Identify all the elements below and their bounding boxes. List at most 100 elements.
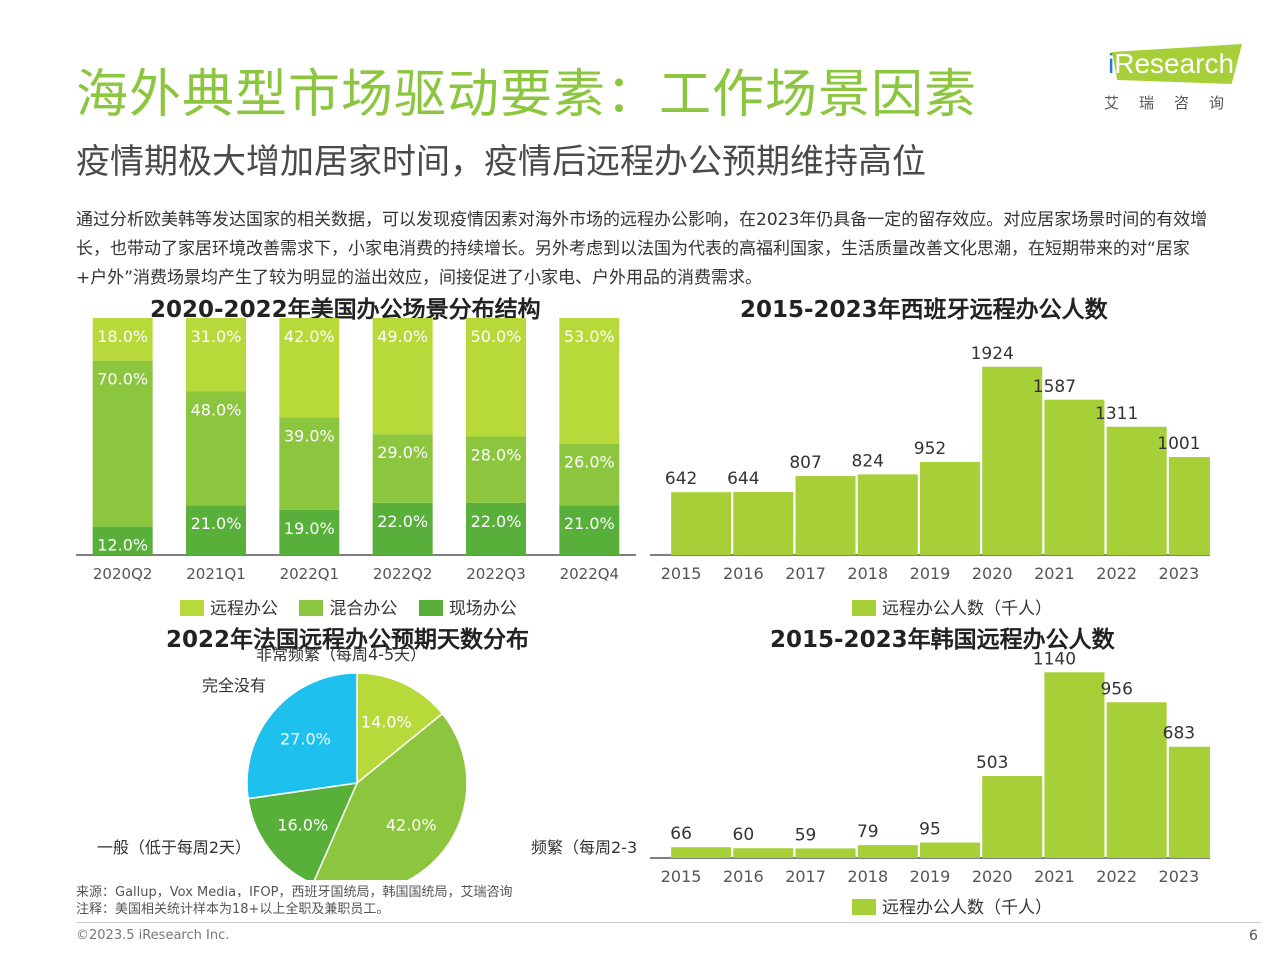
pie-slice [247, 782, 359, 880]
spain-bar-label: 1001 [1157, 434, 1200, 454]
spain-bar-label: 824 [852, 451, 884, 471]
pie-slice [313, 712, 468, 880]
source-text: 来源：Gallup，Vox Media，IFOP，西班牙国统局，韩国国统局，艾瑞… [76, 885, 513, 900]
page-title: 海外典型市场驱动要素：工作场景因素 [76, 65, 978, 125]
spain-x-tick: 2019 [910, 564, 951, 583]
spain-x-tick: 2021 [1034, 564, 1075, 583]
pie-slice [246, 672, 358, 800]
korea-x-tick: 2021 [1034, 867, 1075, 886]
legend-item-remote: 远程办公 [180, 599, 278, 619]
korea-bar [920, 842, 980, 858]
us-bar-label: 22.0% [471, 512, 522, 531]
korea-bar [1106, 702, 1167, 858]
spain-bar-label: 807 [789, 453, 821, 473]
us-bar-segment [92, 526, 153, 555]
intro-paragraph: 通过分析欧美韩等发达国家的相关数据，可以发现疫情因素对海外市场的远程办公影响，在… [76, 210, 1208, 288]
us-bar-label: 50.0% [471, 327, 522, 346]
us-bar-segment [559, 318, 620, 444]
spain-x-tick: 2017 [785, 564, 826, 583]
footer-divider [76, 922, 1261, 923]
legend-item-onsite: 现场办公 [418, 599, 517, 619]
us-bar-segment [466, 502, 526, 555]
pie-category-label: 完全没有 [202, 676, 266, 695]
us-bar-segment [559, 505, 620, 555]
spain-bar [857, 474, 918, 555]
korea-bar [671, 847, 732, 858]
us-bar-segment [92, 318, 153, 361]
us-chart-legend: 远程办公 混合办公 现场办公 [180, 594, 517, 619]
korea-bar-label: 59 [795, 825, 817, 845]
us-x-tick: 2020Q2 [93, 565, 153, 583]
korea-bar-label: 66 [670, 824, 692, 844]
spain-x-tick: 2023 [1159, 564, 1200, 583]
us-bar-segment [186, 318, 246, 392]
korea-x-tick: 2022 [1096, 867, 1137, 886]
korea-bar-label: 1140 [1033, 649, 1076, 669]
us-bar-label: 26.0% [564, 453, 615, 472]
korea-bar [1044, 672, 1105, 858]
logo-i: i [1108, 48, 1115, 79]
spain-bar [1168, 457, 1210, 555]
pie-slice-label: 14.0% [361, 712, 412, 731]
spain-chart-title: 2015-2023年西班牙远程办公人数 [740, 297, 1108, 323]
pie-category-label: 频繁（每周2-3天） [531, 838, 636, 857]
page-subtitle: 疫情期极大增加居家时间，疫情后远程办公预期维持高位 [76, 142, 926, 182]
korea-bar-label: 503 [976, 753, 1008, 773]
spain-x-tick: 2018 [847, 564, 888, 583]
france-pie-chart: 14.0% 非常频繁（每周4-5天） 42.0% 频繁（每周2-3天） 16.0% 一般（… [97, 645, 636, 880]
us-bar-label: 12.0% [97, 536, 148, 555]
pie-slice [356, 672, 444, 785]
logo-subtitle: 艾瑞咨询 [1104, 94, 1245, 112]
france-chart-title: 2022年法国远程办公预期天数分布 [166, 627, 530, 653]
iresearch-logo: iResearch 艾瑞咨询 [1098, 44, 1248, 114]
source-note: 来源：Gallup，Vox Media，IFOP，西班牙国统局，韩国国统局，艾瑞… [76, 884, 512, 918]
korea-x-tick: 2020 [972, 867, 1013, 886]
spain-remote-chart: 642 2015 644 2016 807 2017 824 2018 952 2019 1924 2… [650, 344, 1210, 583]
korea-x-tick: 2017 [785, 867, 826, 886]
legend-item-hybrid: 混合办公 [299, 599, 397, 619]
korea-x-tick: 2015 [661, 867, 702, 886]
us-x-tick: 2022Q1 [280, 565, 340, 583]
us-bar-segment [92, 360, 153, 527]
spain-x-tick: 2020 [972, 564, 1013, 583]
us-bar-label: 53.0% [564, 327, 615, 346]
pie-slice-label: 27.0% [280, 729, 331, 748]
pie-category-label: 非常频繁（每周4-5天） [256, 645, 426, 664]
spain-bar-label: 952 [914, 439, 946, 459]
spain-x-tick: 2016 [723, 564, 764, 583]
spain-bar-label: 644 [727, 469, 759, 489]
us-bar-label: 21.0% [564, 514, 615, 533]
us-bar-label: 28.0% [471, 446, 522, 465]
korea-chart-title: 2015-2023年韩国远程办公人数 [770, 627, 1115, 653]
us-x-tick: 2021Q1 [186, 565, 246, 583]
us-bar-label: 22.0% [377, 512, 428, 531]
us-bar-segment [372, 434, 433, 503]
korea-bar-label: 95 [919, 820, 941, 840]
spain-bar [982, 366, 1043, 555]
pie-slice-label: 42.0% [386, 815, 437, 834]
korea-x-tick: 2018 [847, 867, 888, 886]
korea-x-tick: 2019 [910, 867, 951, 886]
spain-bar-label: 1924 [971, 344, 1014, 364]
us-bar-label: 19.0% [284, 519, 335, 538]
note-text: 注释：美国相关统计样本为18+以上全职及兼职员工。 [76, 902, 390, 917]
korea-bar [795, 848, 856, 858]
pie-category-label: 一般（低于每周2天） [97, 838, 251, 857]
korea-bar-label: 60 [733, 825, 755, 845]
korea-chart-legend: 远程办公人数（千人） [852, 893, 1052, 918]
us-bar-segment [466, 318, 526, 437]
us-bar-segment [279, 417, 340, 510]
us-bar-label: 29.0% [377, 443, 428, 462]
spain-bar [920, 461, 980, 555]
us-bar-label: 18.0% [97, 327, 148, 346]
korea-x-tick: 2023 [1159, 867, 1200, 886]
pie-slice-label: 16.0% [277, 815, 328, 834]
spain-bar [733, 492, 794, 555]
korea-bar-label: 956 [1100, 679, 1132, 699]
us-x-tick: 2022Q2 [373, 565, 433, 583]
spain-bar-label: 1587 [1033, 377, 1076, 397]
us-bar-segment [372, 502, 433, 555]
us-bar-label: 70.0% [97, 370, 148, 389]
spain-bar [1106, 426, 1167, 555]
us-bar-segment [279, 509, 340, 555]
